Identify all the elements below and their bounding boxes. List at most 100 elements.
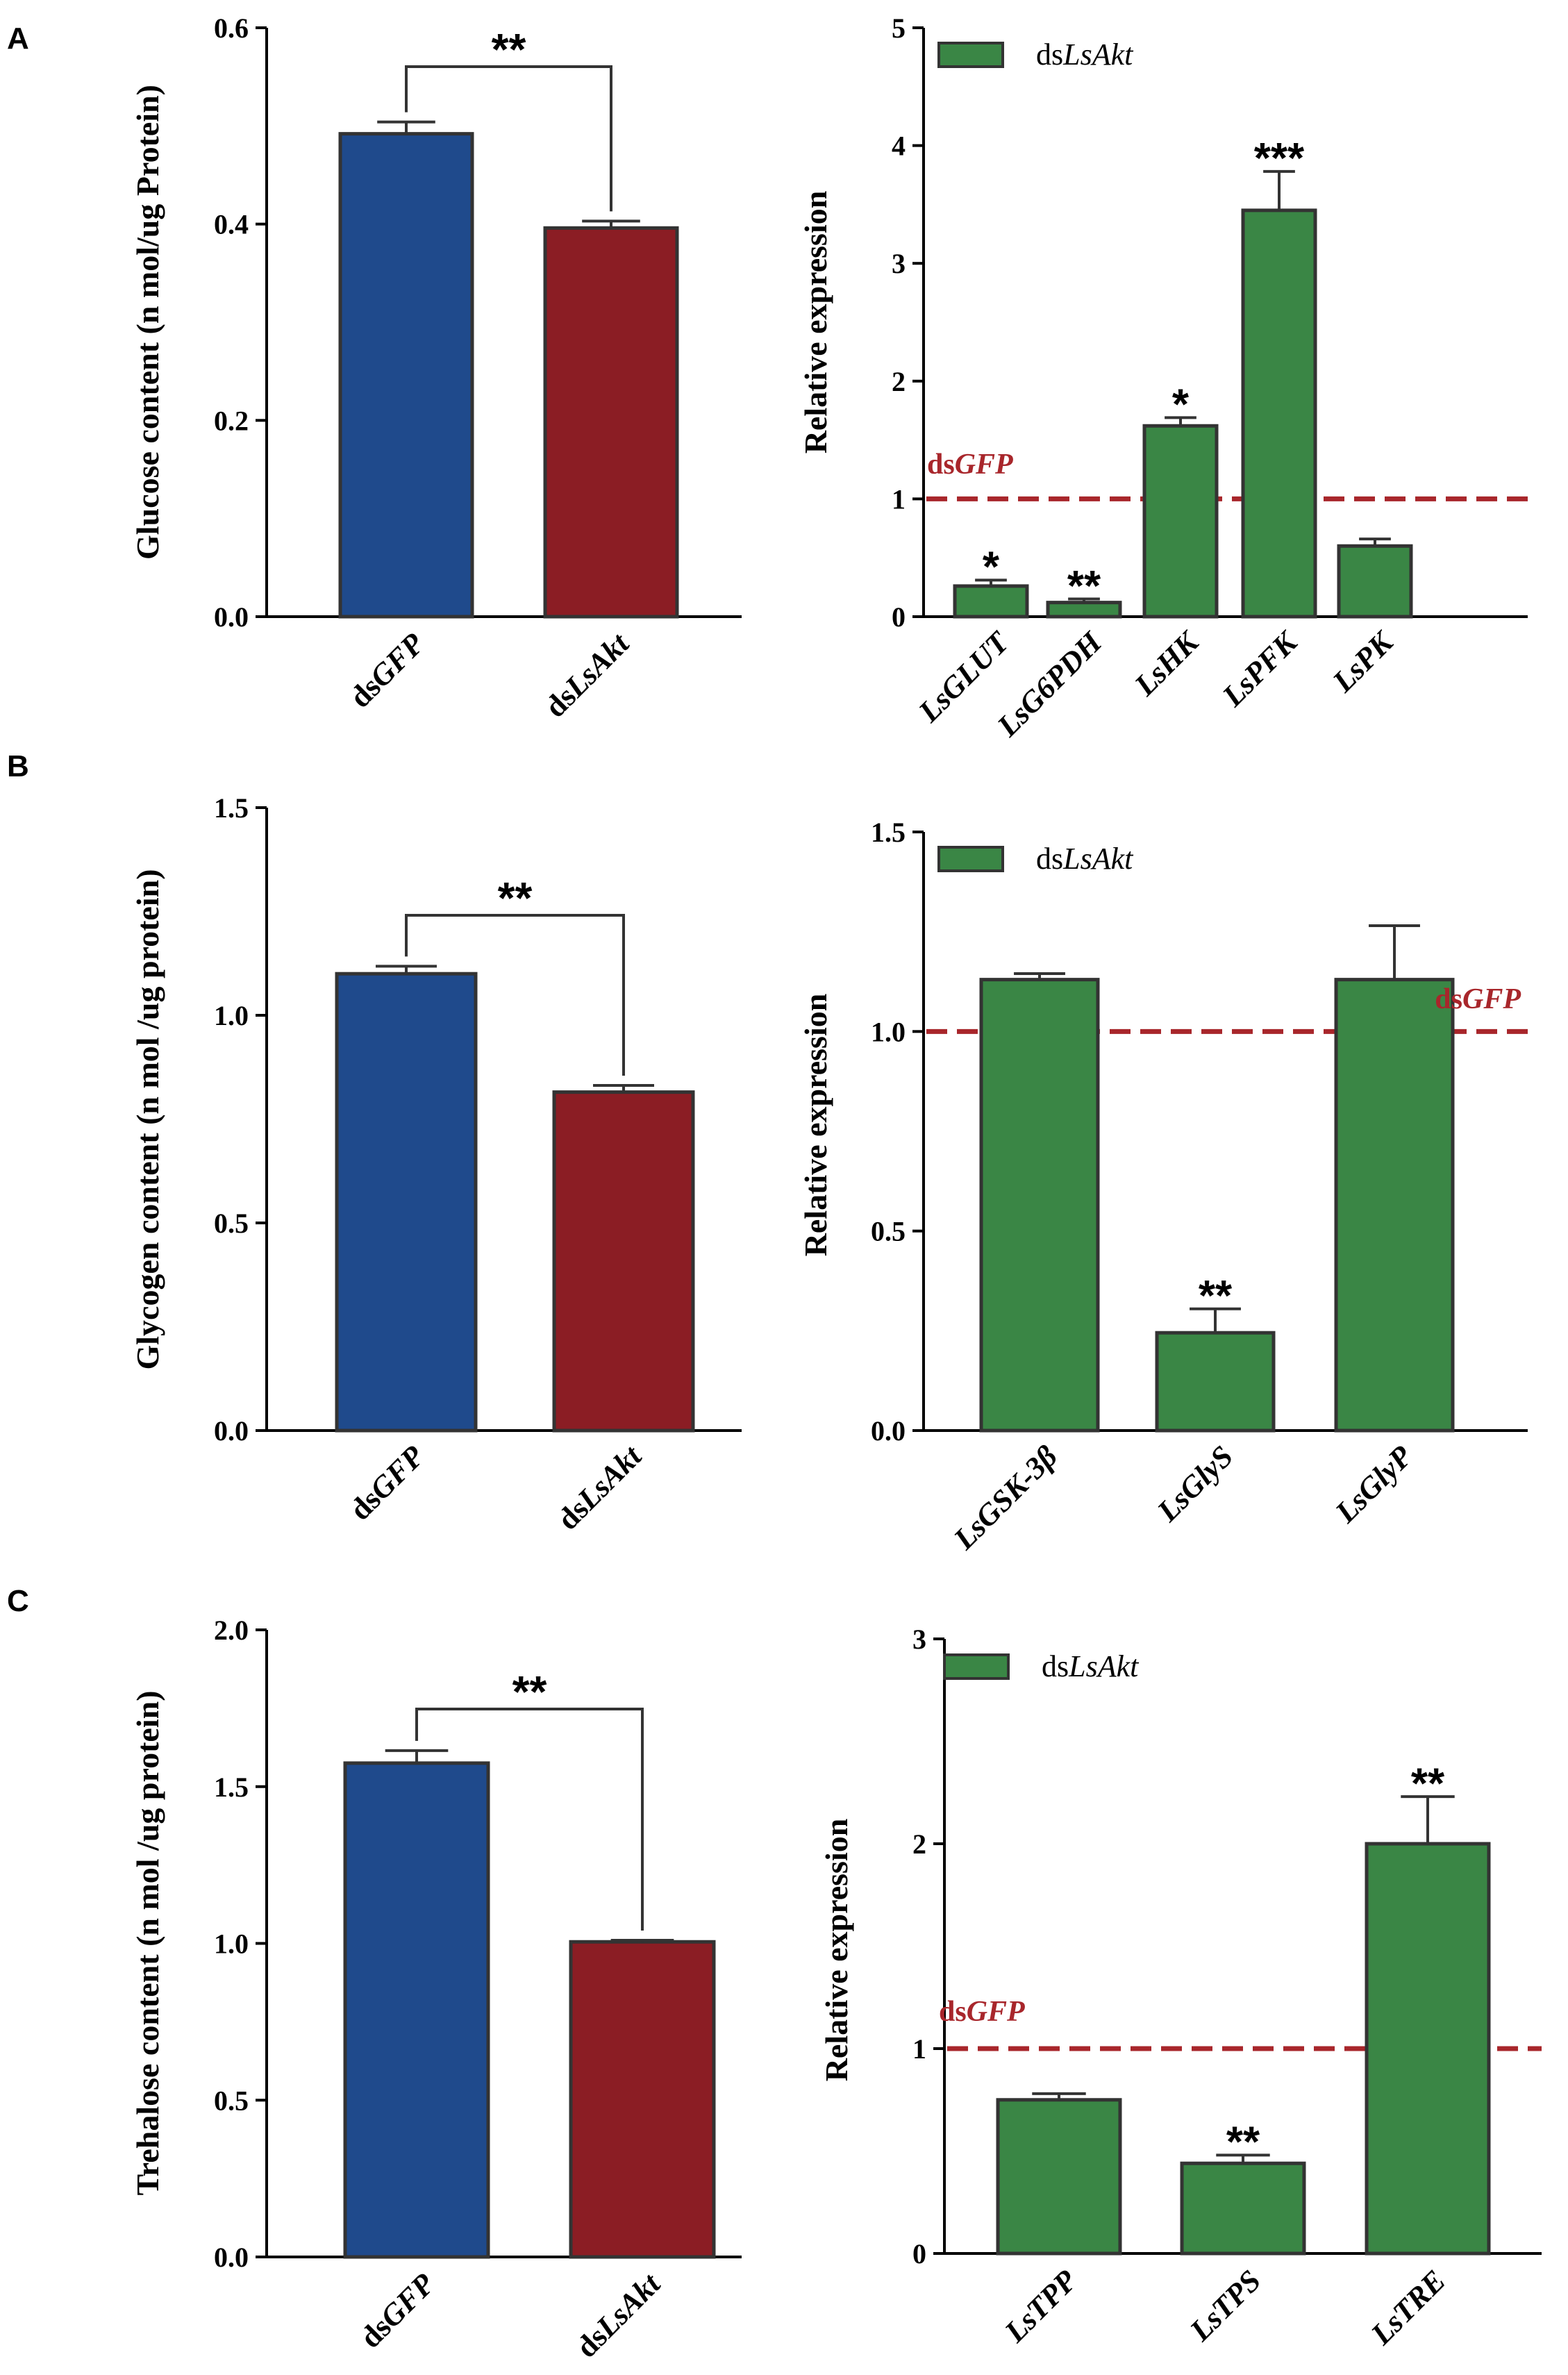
x-category-label: dsGFP — [343, 1439, 431, 1527]
bar — [552, 1090, 695, 1433]
y-tick-label: 0.0 — [214, 601, 249, 633]
x-category-label-part: LsTRE — [1364, 2263, 1452, 2351]
significance-bracket — [405, 65, 612, 212]
bar — [569, 1940, 716, 2259]
reference-label: dsGFP — [939, 1996, 1025, 2028]
x-category-label-part: LsPK — [1326, 624, 1401, 699]
significance-label: ** — [1199, 1272, 1233, 1320]
y-tick-label: 3 — [912, 1624, 926, 1655]
x-category-label: dsLsAkt — [569, 2266, 667, 2364]
charts-container: 0.0 0.2 0.4 0.6 Glucose content (n mol/ug Pr… — [130, 12, 1542, 2365]
legend-label-part: ds — [1036, 38, 1063, 72]
reference-label: dsGFP — [1435, 983, 1521, 1015]
x-category-label-part: LsTPS — [1183, 2263, 1267, 2348]
y-tick-label: 0.0 — [214, 2242, 249, 2273]
y-tick-label: 0.2 — [214, 405, 249, 436]
reference-label-part: GFP — [967, 1996, 1025, 2028]
bar — [1155, 1331, 1276, 1433]
chart-b-left: 0.0 0.5 1.0 1.5 Glycogen content (n mol /ug … — [130, 792, 742, 1537]
x-category-label: LsHK — [1128, 624, 1206, 703]
x-category-label: LsTPS — [1183, 2263, 1267, 2348]
bar — [543, 226, 679, 619]
y-axis-label: Trehalose content (n mol /ug protein) — [130, 1690, 165, 2195]
bar — [979, 978, 1100, 1433]
y-tick-label: 1.5 — [214, 792, 249, 824]
reference-label-part: GFP — [955, 449, 1013, 481]
legend-swatch — [943, 1653, 1010, 1680]
x-category-label-part: LsPFK — [1215, 624, 1305, 714]
y-tick-label: 3 — [892, 248, 906, 279]
x-category-label-part: LsGlyS — [1150, 1439, 1240, 1528]
y-tick-label: 1 — [892, 483, 906, 515]
x-category-label: LsGlyS — [1150, 1439, 1240, 1528]
y-tick-label: 5 — [892, 12, 906, 44]
y-tick-label: 0 — [912, 2238, 926, 2269]
significance-label: ** — [1226, 2119, 1260, 2167]
bar — [1334, 978, 1455, 1433]
x-category-label: dsGFP — [343, 626, 431, 715]
bar — [1337, 544, 1413, 619]
y-tick-label: 1.0 — [871, 1016, 906, 1047]
panel-letter-a: A — [7, 22, 29, 56]
legend-label-part: LsAkt — [1062, 842, 1134, 876]
x-category-label: dsGFP — [353, 2267, 442, 2355]
legend-label: dsLsAkt — [1042, 1649, 1140, 1683]
legend-label-part: LsAkt — [1068, 1649, 1140, 1683]
y-tick-label: 1.0 — [214, 1000, 249, 1031]
y-tick-label: 2 — [892, 366, 906, 397]
x-category-label-part: LsTPP — [998, 2263, 1084, 2349]
x-category-label: LsGlyP — [1328, 1439, 1419, 1530]
y-axis-label: Relative expression — [798, 994, 833, 1257]
bar — [1365, 1842, 1491, 2256]
x-category-label: dsLsAkt — [538, 626, 636, 724]
bar — [1241, 208, 1317, 619]
x-category-label: dsLsAkt — [551, 1438, 649, 1536]
chart-c-left: 0.0 0.5 1.0 1.5 2.0 Trehalose content (n mol … — [130, 1615, 742, 2365]
bar — [338, 132, 474, 619]
legend-label-part: ds — [1042, 1649, 1069, 1683]
bracket-significance-label: ** — [498, 873, 533, 923]
y-tick-label: 1.5 — [214, 1772, 249, 1803]
legend-label-part: ds — [1036, 842, 1063, 876]
y-tick-label: 1 — [912, 2033, 926, 2065]
x-category-label: LsPFK — [1215, 624, 1305, 714]
x-category-label: LsTPP — [998, 2263, 1084, 2349]
significance-bracket — [405, 914, 625, 1076]
y-axis-label: Relative expression — [819, 1819, 854, 2082]
significance-label: ** — [1411, 1760, 1445, 1808]
y-tick-label: 1.5 — [871, 817, 906, 848]
y-tick-label: 0.5 — [871, 1216, 906, 1247]
x-category-label-part: LsGSK-3β — [946, 1439, 1064, 1556]
reference-label-part: ds — [927, 449, 955, 481]
bracket-significance-label: ** — [512, 1667, 547, 1717]
bracket-significance-label: ** — [492, 24, 526, 74]
bar — [996, 2098, 1122, 2256]
legend-swatch — [937, 846, 1004, 872]
chart-c-right: 0 1 2 3 Relative expression LsTPP ** LsTPS ** LsT… — [819, 1624, 1542, 2351]
y-tick-label: 4 — [892, 131, 906, 162]
legend-label-part: LsAkt — [1062, 38, 1134, 72]
significance-label: ** — [1067, 562, 1101, 610]
reference-label: dsGFP — [927, 449, 1013, 481]
significance-label: *** — [1254, 135, 1305, 183]
legend-swatch — [937, 42, 1004, 68]
bar — [335, 972, 478, 1433]
x-category-label-part: LsHK — [1128, 624, 1206, 703]
y-axis-label: Glucose content (n mol/ug Protein) — [130, 85, 165, 560]
y-tick-label: 2.0 — [214, 1615, 249, 1646]
chart-a-left: 0.0 0.2 0.4 0.6 Glucose content (n mol/ug Pr… — [130, 12, 742, 724]
y-axis-label: Glycogen content (n mol /ug protein) — [130, 869, 165, 1369]
reference-label-part: ds — [939, 1996, 967, 2028]
significance-label: * — [1172, 381, 1190, 429]
y-tick-label: 1.0 — [214, 1928, 249, 1960]
panel-letter-c: C — [7, 1584, 29, 1618]
bar — [343, 1761, 490, 2259]
legend-label: dsLsAkt — [1036, 38, 1134, 72]
x-category-label: LsTRE — [1364, 2263, 1452, 2351]
x-category-label: LsGSK-3β — [946, 1439, 1064, 1556]
legend-label: dsLsAkt — [1036, 842, 1134, 876]
y-tick-label: 0.0 — [871, 1415, 906, 1447]
panel-letter-b: B — [7, 749, 29, 783]
y-tick-label: 0.0 — [214, 1415, 249, 1447]
